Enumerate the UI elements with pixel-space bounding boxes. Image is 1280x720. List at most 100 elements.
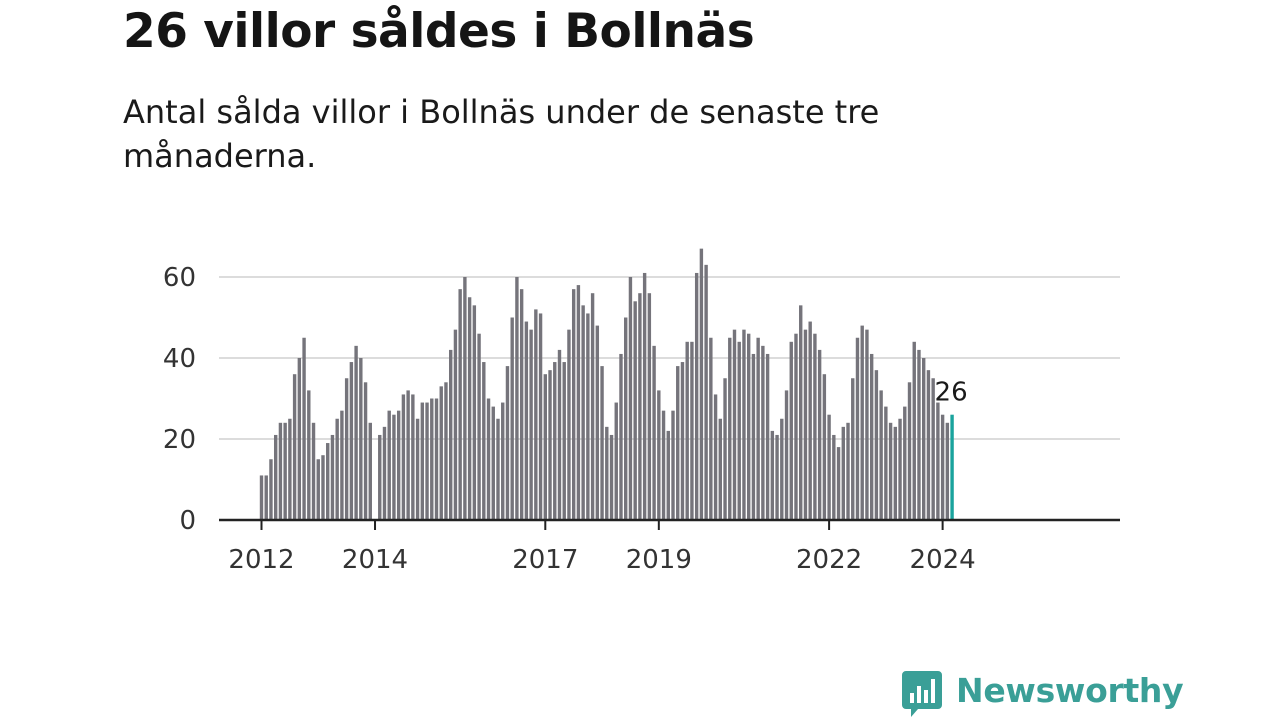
y-tick-label: 0	[179, 506, 196, 536]
bar	[936, 402, 940, 520]
bar	[728, 337, 732, 520]
bar	[411, 394, 415, 520]
bar	[907, 382, 912, 520]
bar	[292, 374, 297, 520]
bar	[884, 406, 888, 520]
bar	[368, 422, 372, 520]
bar	[614, 402, 618, 520]
bar	[359, 358, 363, 520]
bar	[822, 374, 827, 520]
bar	[799, 305, 803, 520]
bar	[482, 362, 486, 520]
bar	[344, 378, 349, 520]
bar	[415, 418, 420, 520]
bar-highlight	[950, 414, 954, 520]
bar	[382, 426, 387, 520]
bar	[453, 329, 458, 520]
bar	[264, 475, 268, 520]
bar	[259, 475, 264, 520]
newsworthy-logo-icon	[902, 671, 942, 717]
bar	[676, 366, 680, 520]
bar	[458, 289, 462, 520]
bar	[775, 434, 779, 520]
bar	[278, 422, 283, 520]
bar	[770, 430, 775, 520]
bar	[652, 345, 656, 520]
bar	[817, 349, 822, 520]
bar-chart: 0 20 40 60 2012 2014 2017 2019 2022 2024 26	[163, 248, 1120, 575]
bar	[302, 337, 306, 520]
bar	[529, 329, 533, 520]
bar	[704, 264, 708, 520]
bar	[879, 390, 883, 520]
bar	[439, 386, 443, 520]
bar	[524, 321, 529, 520]
bar	[657, 390, 661, 520]
bar	[846, 422, 850, 520]
bar	[363, 382, 368, 520]
gridlines	[219, 276, 1120, 440]
x-tick-label: 2014	[342, 545, 408, 575]
bar	[789, 341, 793, 520]
bar	[865, 329, 869, 520]
bar	[926, 370, 931, 520]
chart-subtitle: Antal sålda villor i Bollnäs under de se…	[123, 93, 880, 175]
bar	[699, 248, 704, 520]
bar	[718, 418, 723, 520]
bar	[808, 321, 812, 520]
bar	[538, 313, 543, 520]
bar	[832, 434, 836, 520]
bar	[396, 410, 401, 520]
bar	[401, 394, 406, 520]
bar	[709, 337, 713, 520]
bar	[496, 418, 500, 520]
bar	[576, 285, 581, 520]
newsworthy-logo: Newsworthy	[902, 668, 1184, 720]
x-tick-label: 2019	[626, 545, 692, 575]
y-tick-label: 40	[163, 344, 196, 374]
bar	[557, 349, 562, 520]
bar	[269, 459, 273, 520]
axes	[219, 518, 1120, 530]
bar	[273, 434, 278, 520]
bar	[510, 317, 514, 520]
bar	[534, 309, 538, 520]
bar	[723, 378, 727, 520]
bar	[600, 366, 604, 520]
bar	[690, 341, 694, 520]
bar	[732, 329, 737, 520]
bar	[472, 305, 477, 520]
bar	[316, 459, 320, 520]
bar	[751, 353, 756, 520]
bar	[737, 341, 741, 520]
bar	[685, 341, 689, 520]
bar	[581, 305, 585, 520]
bar	[430, 398, 434, 520]
bar	[756, 337, 760, 520]
bar	[803, 329, 808, 520]
bar	[609, 434, 614, 520]
bar	[288, 418, 292, 520]
y-tick-label: 60	[163, 263, 196, 293]
x-tick-label: 2017	[512, 545, 578, 575]
bar	[406, 390, 410, 520]
bar	[571, 289, 576, 520]
bar	[491, 406, 495, 520]
bar	[888, 422, 893, 520]
bar	[813, 333, 817, 520]
bar	[283, 422, 287, 520]
bar	[586, 313, 590, 520]
bar	[922, 358, 926, 520]
bar	[392, 414, 396, 520]
bar	[297, 358, 302, 520]
bar	[321, 455, 325, 520]
x-tick-label: 2012	[228, 545, 294, 575]
bar	[794, 333, 798, 520]
bar	[501, 402, 505, 520]
bar	[595, 325, 600, 520]
bar	[869, 353, 874, 520]
bar	[680, 362, 685, 520]
bar	[898, 418, 902, 520]
bar	[467, 297, 472, 520]
bar	[354, 345, 358, 520]
